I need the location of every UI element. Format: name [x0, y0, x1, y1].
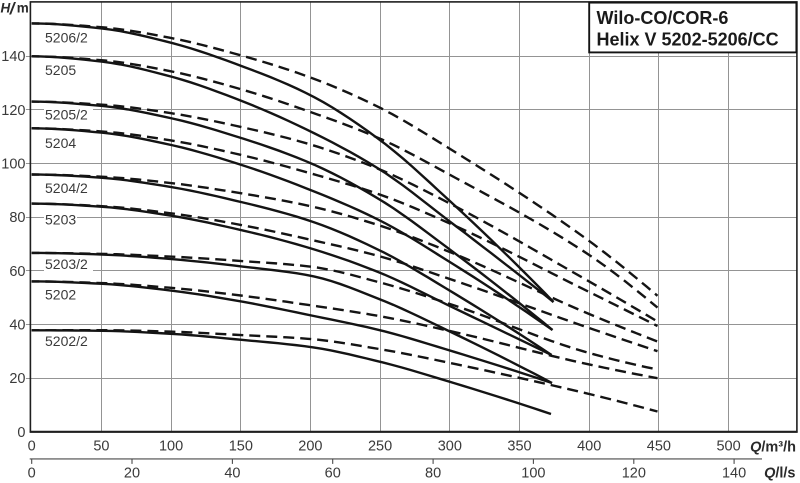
svg-text:50: 50: [93, 439, 109, 455]
svg-text:100: 100: [521, 466, 545, 482]
svg-text:350: 350: [507, 439, 531, 455]
svg-text:60: 60: [9, 264, 25, 280]
svg-text:Q/m³/h: Q/m³/h: [750, 440, 796, 456]
svg-text:Helix V 5202-5206/CC: Helix V 5202-5206/CC: [597, 30, 779, 50]
svg-text:120: 120: [1, 103, 25, 119]
svg-text:/: /: [9, 0, 17, 18]
svg-text:300: 300: [438, 439, 462, 455]
svg-text:200: 200: [298, 439, 322, 455]
svg-text:Wilo-CO/COR-6: Wilo-CO/COR-6: [597, 8, 729, 28]
svg-text:250: 250: [368, 439, 392, 455]
svg-text:0: 0: [28, 466, 36, 482]
svg-text:40: 40: [224, 466, 240, 482]
svg-text:150: 150: [229, 439, 253, 455]
svg-text:60: 60: [325, 466, 341, 482]
svg-text:500: 500: [716, 439, 740, 455]
svg-text:450: 450: [647, 439, 671, 455]
svg-text:m: m: [17, 1, 29, 16]
svg-text:5206/2: 5206/2: [45, 30, 88, 46]
svg-text:5203: 5203: [45, 212, 76, 228]
svg-text:5205: 5205: [45, 62, 76, 78]
svg-text:Q/l/s: Q/l/s: [764, 466, 795, 482]
svg-text:100: 100: [159, 439, 183, 455]
svg-text:0: 0: [17, 425, 25, 441]
svg-text:120: 120: [622, 466, 646, 482]
svg-text:80: 80: [425, 466, 441, 482]
svg-text:20: 20: [124, 466, 140, 482]
svg-text:400: 400: [577, 439, 601, 455]
svg-text:40: 40: [9, 318, 25, 334]
svg-text:100: 100: [1, 157, 25, 173]
svg-text:5202: 5202: [45, 287, 76, 303]
svg-text:H: H: [1, 1, 11, 16]
svg-text:5205/2: 5205/2: [45, 107, 88, 123]
svg-text:140: 140: [722, 466, 746, 482]
svg-text:5204/2: 5204/2: [45, 180, 88, 196]
svg-text:20: 20: [9, 371, 25, 387]
svg-text:0: 0: [28, 439, 36, 455]
svg-text:80: 80: [9, 210, 25, 226]
svg-text:5202/2: 5202/2: [45, 333, 88, 349]
svg-text:5203/2: 5203/2: [45, 256, 88, 272]
svg-text:140: 140: [1, 49, 25, 65]
svg-text:5204: 5204: [45, 135, 76, 151]
